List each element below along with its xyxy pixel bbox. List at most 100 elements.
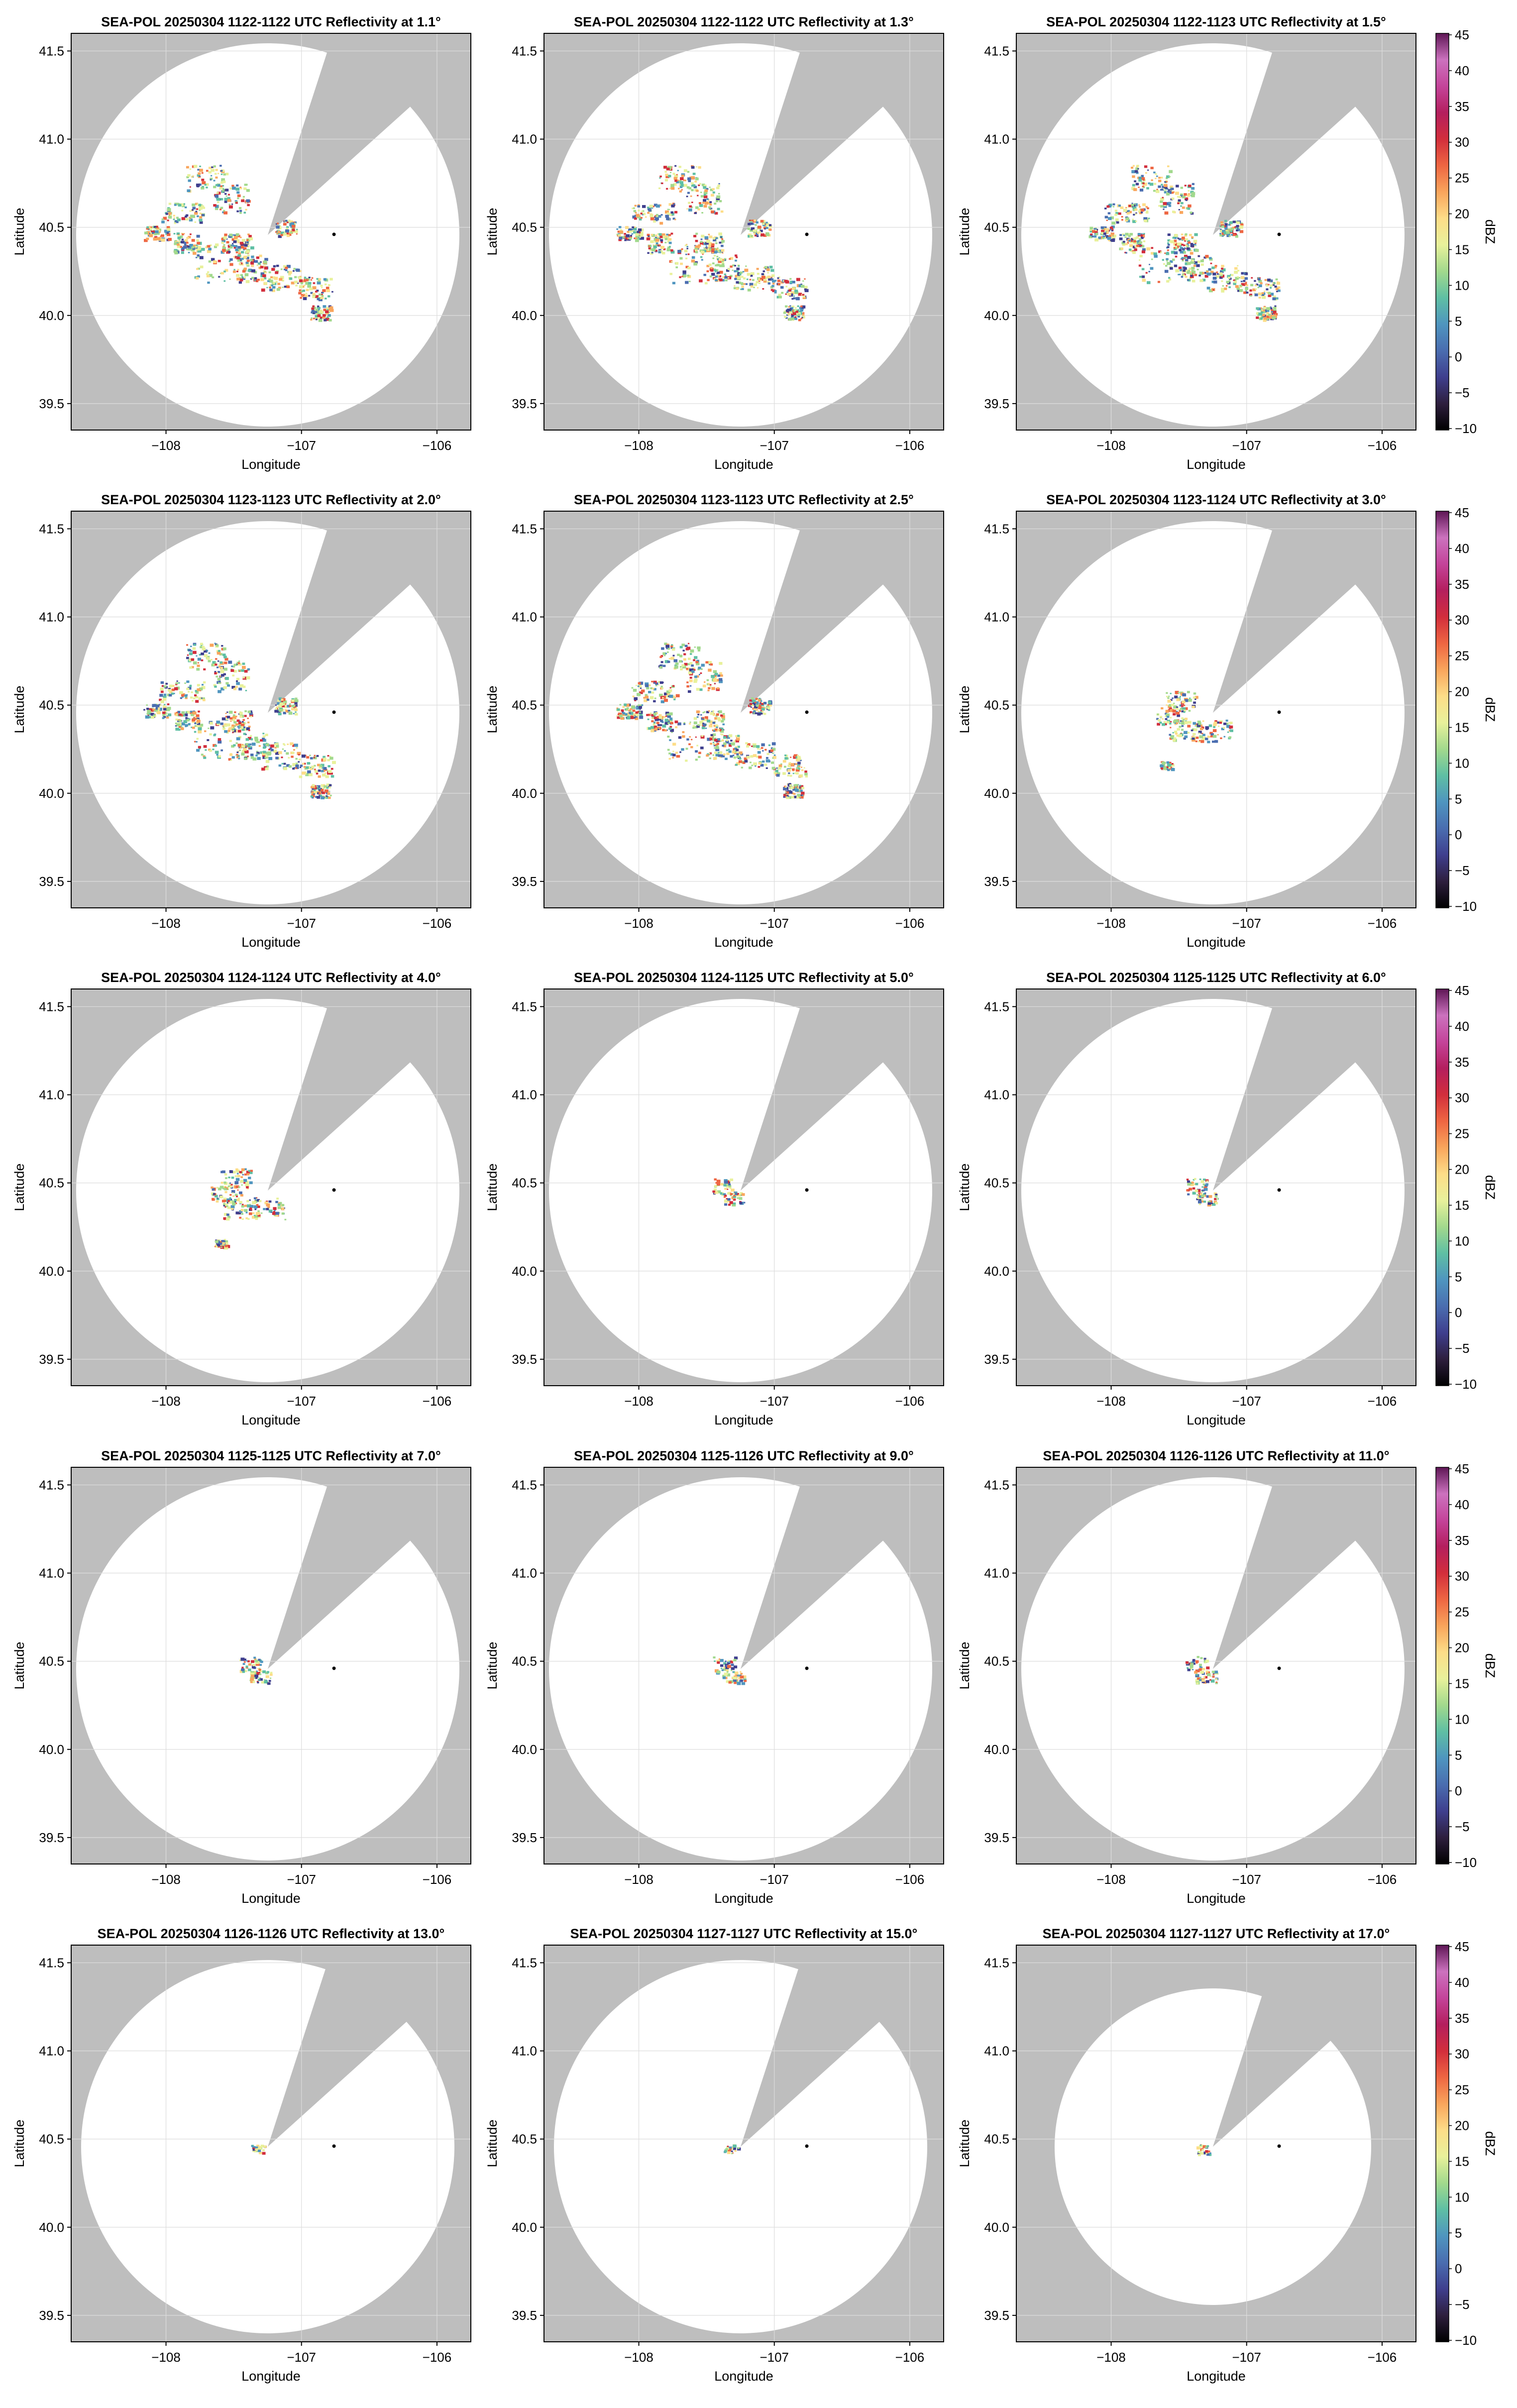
echo-cell [697, 724, 700, 726]
echo-cell [256, 742, 258, 743]
echo-cell [220, 666, 223, 669]
echo-cell [1209, 289, 1213, 293]
echo-cell [288, 757, 290, 759]
echo-cell [1170, 260, 1173, 263]
echo-cell [692, 172, 696, 175]
echo-cell [1229, 221, 1233, 224]
echo-cell [705, 245, 708, 247]
echo-cell [216, 675, 218, 678]
echo-cell [739, 273, 742, 276]
echo-cell [710, 734, 713, 736]
echo-cell [770, 269, 774, 272]
echo-cell [285, 266, 288, 269]
echo-cell [249, 746, 252, 748]
echo-cell [209, 733, 212, 736]
echo-cell [1110, 239, 1113, 241]
echo-cell [1178, 199, 1181, 202]
echo-cell [638, 228, 642, 231]
echo-cell [181, 210, 184, 212]
echo-cell [217, 1245, 220, 1248]
echo-cell [760, 764, 764, 767]
echo-cell [163, 704, 166, 706]
echo-cell [1182, 236, 1185, 239]
echo-cell [1270, 284, 1273, 287]
echo-cell [1100, 237, 1103, 239]
echo-cell [632, 709, 636, 712]
echo-cell [1213, 723, 1217, 726]
echo-cell [289, 705, 292, 707]
echo-cell [789, 774, 792, 777]
echo-cell [1187, 194, 1191, 197]
echo-cell [219, 1186, 224, 1189]
echo-cell [221, 191, 224, 193]
echo-cell [313, 312, 316, 315]
echo-cell [669, 188, 671, 190]
echo-cell [329, 278, 333, 281]
echo-cell [651, 691, 654, 694]
echo-cell [222, 654, 226, 657]
echo-cell [624, 239, 627, 241]
x-tick-label: −107 [287, 1394, 316, 1409]
echo-cell [805, 775, 808, 778]
echo-cell [226, 1241, 228, 1243]
echo-cell [1181, 710, 1184, 713]
echo-cell [1181, 705, 1184, 707]
echo-cell [801, 794, 804, 796]
echo-cell [1168, 202, 1172, 205]
echo-cell [248, 729, 250, 731]
echo-cell [214, 1195, 218, 1198]
echo-cell [160, 700, 165, 703]
echo-cell [791, 792, 794, 794]
echo-cell [190, 650, 193, 652]
echo-cell [321, 784, 325, 787]
echo-cell [719, 672, 722, 675]
echo-cell [260, 261, 262, 263]
echo-cell [253, 1197, 257, 1200]
echo-cell [1243, 291, 1247, 294]
echo-cell [212, 661, 216, 664]
echo-cell [637, 238, 640, 240]
echo-cell [299, 279, 303, 283]
echo-cell [685, 760, 688, 762]
echo-cell [154, 236, 158, 239]
echo-cell [795, 307, 797, 309]
echo-cell [645, 216, 647, 218]
echo-cell [290, 742, 294, 746]
echo-cell [219, 209, 222, 211]
echo-cell [276, 743, 279, 745]
echo-cell [1175, 247, 1178, 249]
echo-cell [292, 744, 296, 747]
echo-cell [720, 236, 722, 238]
echo-cell [635, 212, 637, 214]
echo-cell [703, 274, 706, 276]
echo-cell [1183, 711, 1186, 713]
echo-cell [1277, 289, 1281, 292]
echo-cell [1170, 189, 1172, 191]
echo-cell [225, 1177, 227, 1179]
echo-cell [322, 292, 324, 294]
echo-cell [239, 747, 242, 749]
echo-cell [192, 718, 196, 722]
echo-cell [1168, 705, 1172, 709]
echo-cell [793, 295, 795, 297]
echo-cell [1094, 227, 1097, 230]
echo-cell [756, 281, 759, 284]
echo-cell [766, 753, 769, 755]
echo-cell [189, 168, 192, 170]
echo-cell [174, 251, 178, 255]
echo-cell [753, 223, 755, 225]
echo-cell [669, 721, 671, 722]
echo-cell [772, 280, 775, 283]
echo-cell [1249, 294, 1253, 296]
y-tick-label: 40.5 [39, 1176, 64, 1191]
echo-cell [273, 1214, 276, 1216]
echo-cell [729, 1187, 732, 1189]
echo-cell [238, 758, 240, 760]
echo-cell [235, 251, 238, 253]
echo-cell [215, 1198, 217, 1200]
echo-cell [193, 717, 197, 720]
echo-cell [674, 174, 678, 178]
echo-cell [194, 725, 197, 727]
echo-cell [786, 796, 790, 799]
